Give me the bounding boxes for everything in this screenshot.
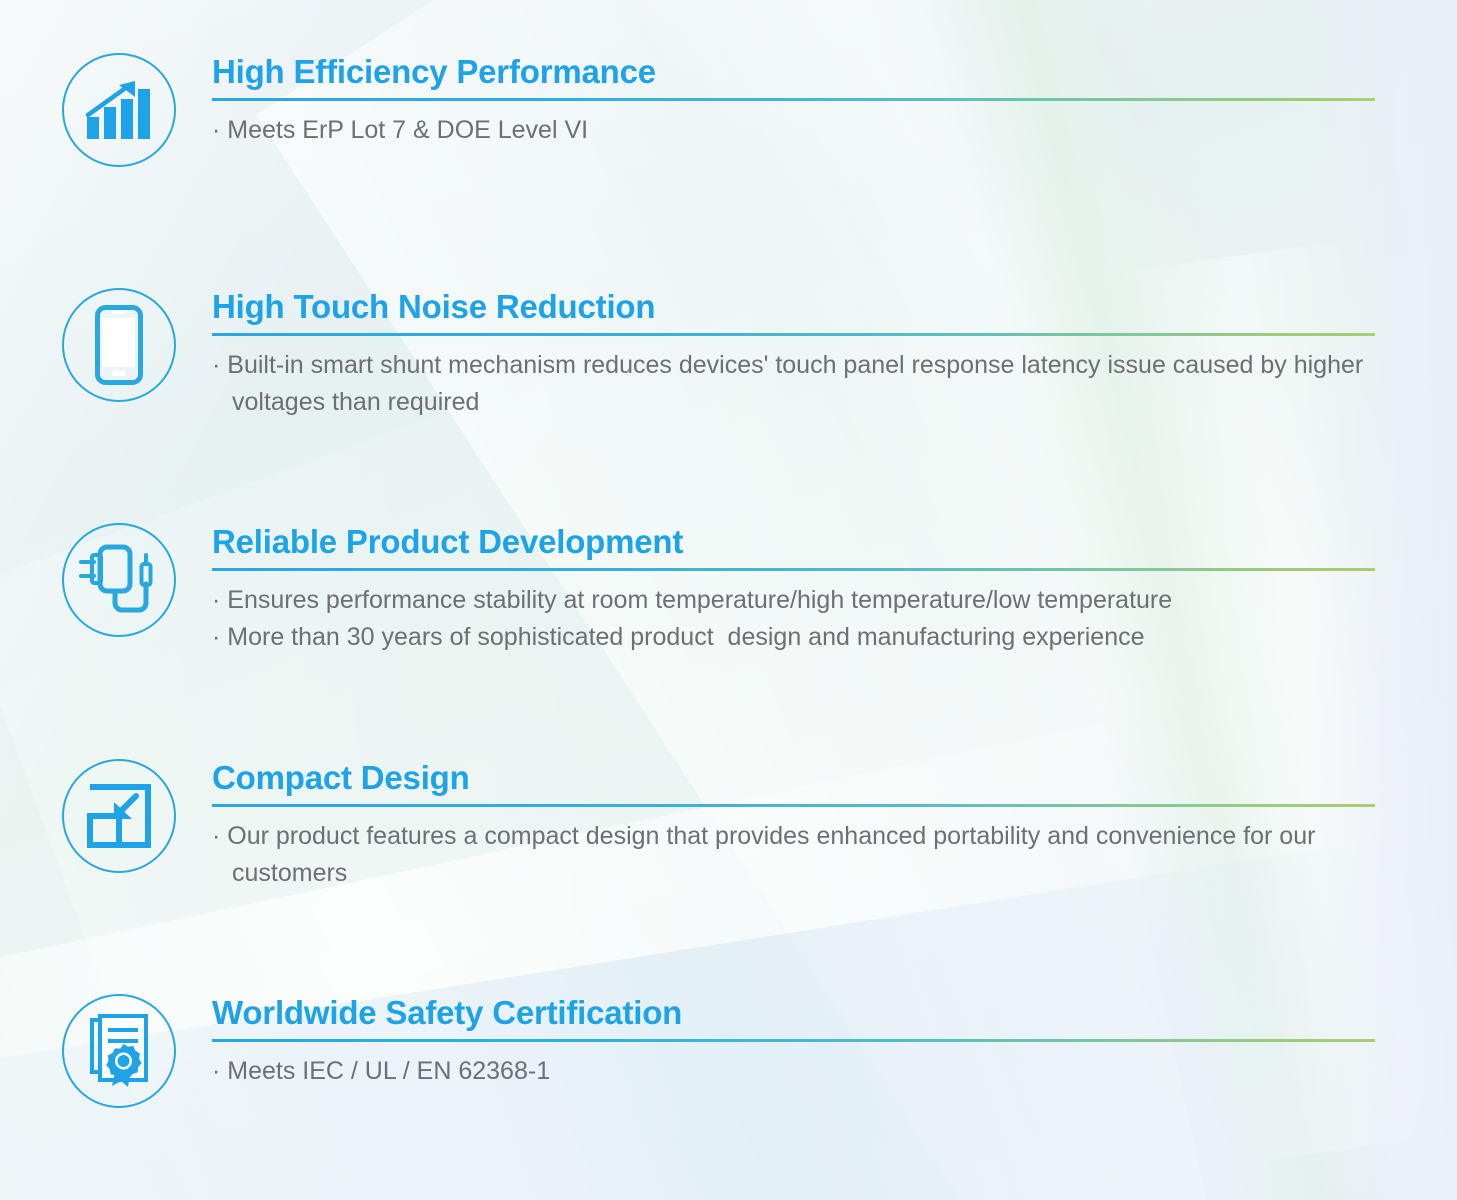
resize-compact-icon <box>62 759 176 873</box>
feature-icon-wrapper <box>62 994 178 1110</box>
feature-body: High Efficiency Performance · Meets ErP … <box>212 53 1377 149</box>
feature-bullets: · Our product features a compact design … <box>212 818 1377 892</box>
power-adapter-icon <box>62 523 176 637</box>
feature-divider <box>212 1039 1375 1042</box>
feature-divider <box>212 568 1375 571</box>
bullet-item: · Ensures performance stability at room … <box>212 586 1173 614</box>
feature-icon-wrapper <box>62 53 178 169</box>
feature-bullets: · Meets ErP Lot 7 & DOE Level VI <box>212 112 1377 149</box>
feature-icon-wrapper <box>62 288 178 404</box>
feature-divider <box>212 804 1375 807</box>
smartphone-icon <box>62 288 176 402</box>
feature-bullets: · Built-in smart shunt mechanism reduces… <box>212 347 1377 421</box>
feature-body: Compact Design · Our product features a … <box>212 759 1377 892</box>
feature-bullets: · Meets IEC / UL / EN 62368-1 <box>212 1053 1377 1090</box>
certificate-seal-icon <box>62 994 176 1108</box>
feature-title: Worldwide Safety Certification <box>212 994 683 1031</box>
bullet-item: · Meets ErP Lot 7 & DOE Level VI <box>212 116 589 144</box>
feature-divider <box>212 98 1375 101</box>
bullet-item: · Built-in smart shunt mechanism reduces… <box>212 351 1371 416</box>
feature-title: High Touch Noise Reduction <box>212 288 656 325</box>
feature-bullets: · Ensures performance stability at room … <box>212 582 1377 656</box>
feature-body: High Touch Noise Reduction · Built-in sm… <box>212 288 1377 421</box>
feature-title: Reliable Product Development <box>212 523 684 560</box>
feature-icon-wrapper <box>62 523 178 639</box>
feature-icon-wrapper <box>62 759 178 875</box>
bar-chart-growth-icon <box>62 53 176 167</box>
bullet-item: · More than 30 years of sophisticated pr… <box>212 623 1145 651</box>
feature-title: High Efficiency Performance <box>212 53 656 90</box>
feature-divider <box>212 333 1375 336</box>
feature-body: Worldwide Safety Certification · Meets I… <box>212 994 1377 1090</box>
feature-title: Compact Design <box>212 759 470 796</box>
bullet-item: · Our product features a compact design … <box>212 822 1323 887</box>
bullet-item: · Meets IEC / UL / EN 62368-1 <box>212 1057 551 1085</box>
feature-body: Reliable Product Development · Ensures p… <box>212 523 1377 656</box>
